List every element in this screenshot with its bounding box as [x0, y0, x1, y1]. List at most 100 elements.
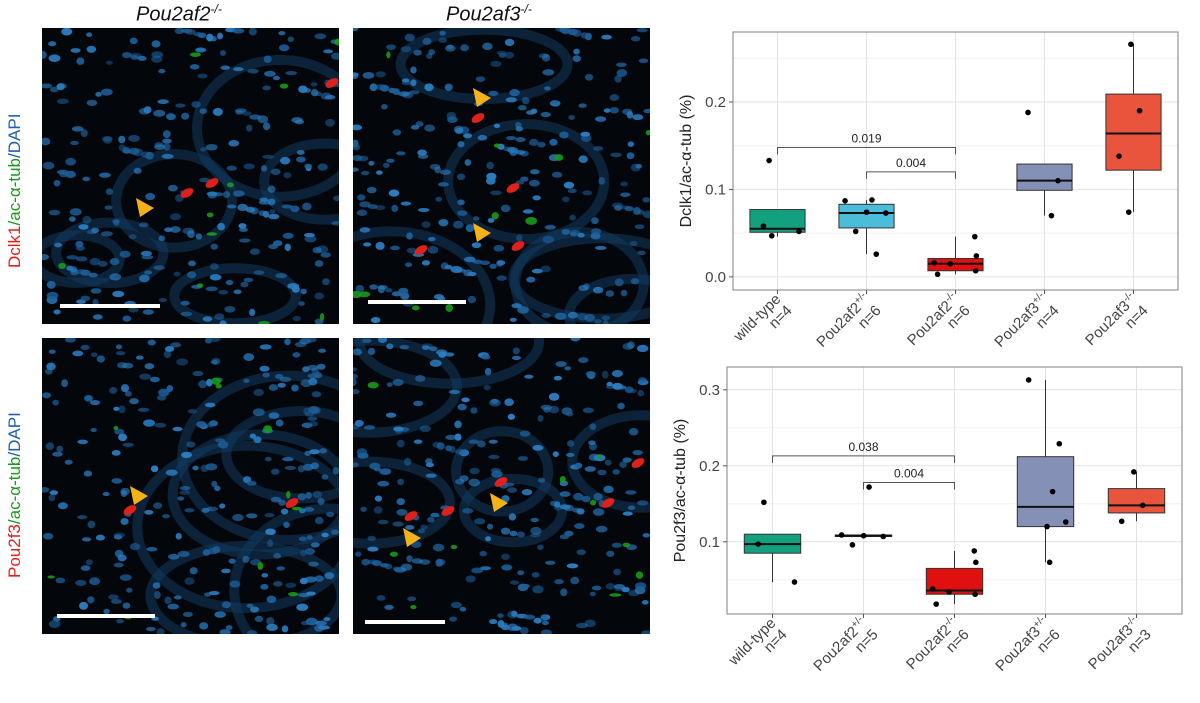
nucleus [628, 428, 639, 436]
column-title-genotype: -/- [210, 2, 222, 16]
nucleus [410, 66, 417, 74]
nucleus [561, 228, 571, 235]
nucleus [225, 625, 233, 631]
nucleus [522, 583, 530, 589]
nucleus [169, 213, 181, 221]
nucleus [630, 278, 640, 285]
data-point [761, 499, 767, 506]
nucleus [353, 378, 357, 386]
data-point [946, 589, 952, 595]
nucleus [488, 439, 498, 444]
nucleus [220, 65, 231, 70]
tubulin-signal [493, 143, 501, 148]
nucleus [354, 551, 362, 557]
nucleus [353, 28, 359, 32]
nucleus [56, 169, 69, 175]
nucleus [226, 165, 238, 171]
nucleus [450, 265, 463, 273]
nucleus [144, 270, 153, 275]
nucleus [79, 601, 89, 610]
nucleus [198, 380, 208, 389]
data-point [866, 484, 872, 490]
nucleus [516, 234, 523, 242]
data-point [766, 157, 772, 164]
nucleus [325, 511, 335, 518]
nucleus [355, 284, 365, 293]
nucleus [384, 604, 394, 610]
nucleus [232, 28, 245, 34]
nucleus [530, 526, 542, 535]
nucleus [120, 384, 130, 393]
nucleus [162, 514, 170, 519]
nucleus [593, 508, 605, 516]
nucleus [457, 199, 465, 206]
nucleus [353, 373, 359, 379]
tubulin-signal [334, 38, 339, 46]
nucleus [281, 204, 293, 209]
nucleus [367, 559, 379, 565]
box-3 [1016, 109, 1073, 219]
nucleus [88, 272, 98, 278]
nucleus [437, 182, 450, 187]
scale-bar [60, 304, 160, 308]
nucleus [279, 156, 291, 165]
nucleus [206, 191, 218, 197]
box-0 [749, 157, 806, 239]
nucleus [417, 149, 427, 156]
nucleus [580, 32, 589, 39]
nucleus [573, 492, 584, 501]
nucleus [273, 553, 282, 559]
data-point [852, 228, 859, 235]
nucleus [81, 537, 92, 542]
nucleus [66, 265, 74, 271]
nucleus [471, 567, 484, 574]
nucleus [459, 475, 469, 482]
nucleus [221, 601, 231, 609]
nucleus [279, 376, 292, 383]
nucleus [520, 627, 529, 634]
nucleus [187, 271, 197, 279]
tubulin-signal [609, 593, 622, 597]
nucleus [488, 90, 499, 96]
nucleus [205, 463, 218, 471]
nucleus [620, 181, 628, 187]
nucleus [497, 619, 505, 628]
nucleus [53, 179, 61, 187]
nucleus [620, 289, 628, 297]
nucleus [270, 168, 281, 175]
nucleus [224, 305, 236, 313]
nucleus [247, 630, 258, 634]
nucleus [138, 274, 150, 283]
nucleus [505, 97, 517, 103]
nucleus [484, 367, 492, 376]
nucleus [138, 222, 149, 228]
nucleus [496, 275, 507, 281]
nucleus [643, 108, 650, 114]
nucleus [444, 352, 455, 357]
nucleus [376, 595, 386, 601]
nucleus [118, 405, 126, 414]
nucleus [118, 144, 127, 152]
nucleus [386, 44, 397, 50]
data-point [883, 210, 889, 216]
nucleus [572, 507, 582, 513]
data-point [1049, 488, 1056, 495]
nucleus [199, 622, 209, 630]
nucleus [526, 276, 536, 283]
nucleus [507, 413, 516, 420]
nucleus [296, 603, 309, 611]
data-point [1048, 212, 1055, 219]
nucleus [177, 550, 190, 557]
marker-cell [506, 183, 520, 193]
nucleus [238, 238, 251, 243]
nucleus [298, 85, 308, 94]
nucleus [128, 147, 140, 155]
y-tick-label: 0.1 [705, 181, 726, 198]
nucleus [559, 491, 571, 497]
nucleus [139, 373, 151, 380]
nucleus [219, 320, 227, 324]
data-point [1128, 41, 1134, 48]
nucleus [166, 385, 174, 392]
nucleus [104, 205, 113, 210]
nucleus [473, 216, 480, 221]
